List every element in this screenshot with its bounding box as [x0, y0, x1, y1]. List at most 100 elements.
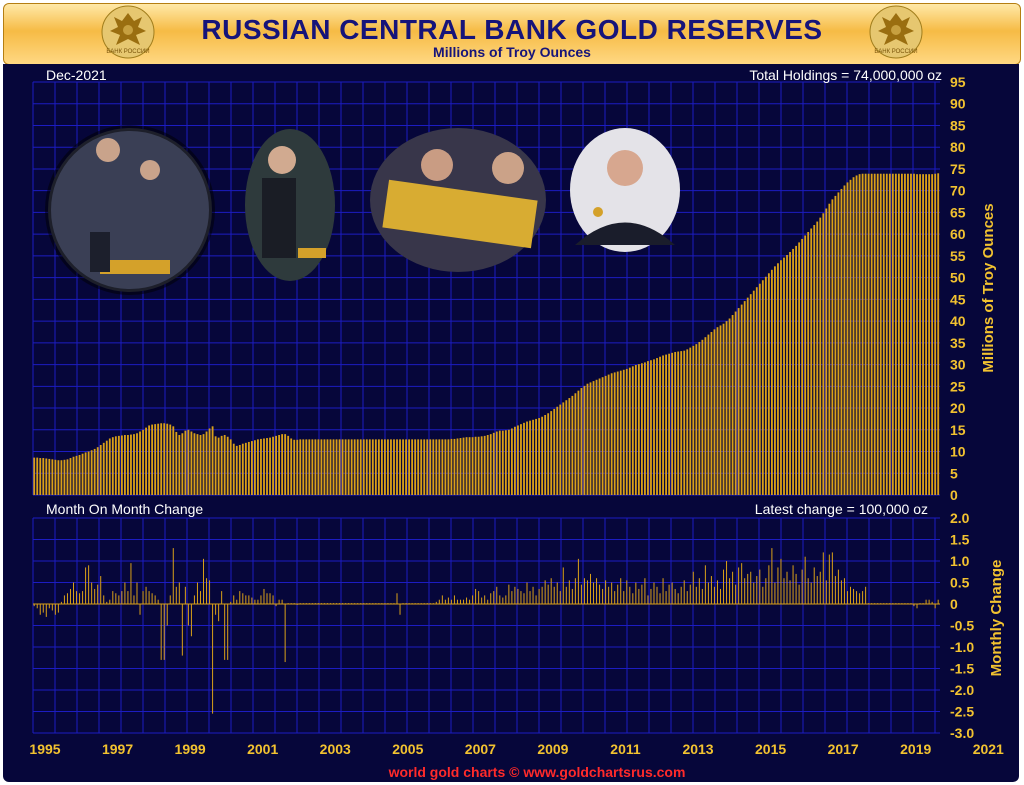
holdings-bar: [169, 424, 172, 495]
holdings-bar: [108, 438, 111, 495]
monthly-change-bar: [559, 591, 561, 604]
holdings-bar: [423, 439, 426, 495]
monthly-change-bar: [233, 595, 235, 604]
holdings-bar: [184, 430, 187, 495]
ytick-top-label: 25: [950, 378, 966, 394]
monthly-change-bar: [212, 604, 214, 714]
holdings-bar: [489, 434, 492, 495]
holdings-bar: [568, 398, 571, 495]
monthly-change-bar: [405, 603, 407, 604]
monthly-change-bar: [157, 599, 159, 604]
monthly-change-bar: [51, 604, 53, 611]
holdings-bar: [263, 438, 265, 495]
holdings-bar: [680, 351, 683, 495]
monthly-change-bar: [148, 591, 150, 604]
monthly-change-bar: [602, 588, 604, 604]
monthly-change-bar: [103, 595, 105, 604]
monthly-change-bar: [865, 586, 867, 604]
holdings-bar: [637, 364, 640, 495]
holdings-bar: [142, 429, 144, 495]
holdings-bar: [764, 276, 767, 495]
holdings-bar: [767, 273, 770, 495]
monthly-change-bar: [290, 603, 292, 604]
ytick-top-label: 65: [950, 204, 966, 220]
holdings-bar: [580, 388, 583, 495]
monthly-change-bar: [178, 582, 180, 604]
holdings-bar: [235, 445, 238, 495]
holdings-bar: [574, 393, 577, 495]
holdings-bar: [205, 431, 208, 495]
holdings-bar: [117, 435, 120, 495]
holdings-bar: [668, 353, 671, 495]
monthly-change-bar: [713, 586, 715, 604]
monthly-change-bar: [571, 588, 573, 604]
holdings-bar: [934, 173, 937, 495]
holdings-bar: [876, 173, 879, 495]
holdings-bar: [910, 173, 912, 495]
xtick-label: 1995: [29, 741, 60, 757]
monthly-change-bar: [704, 565, 706, 604]
holdings-bar: [891, 173, 894, 495]
monthly-change-bar: [342, 603, 344, 604]
ytick-top-label: 20: [950, 400, 966, 416]
monthly-change-bar: [583, 578, 585, 604]
monthly-change-bar: [774, 582, 776, 604]
holdings-bar: [510, 428, 513, 495]
monthly-change-bar: [589, 573, 591, 604]
holdings-bar: [607, 374, 610, 495]
holdings-bar: [130, 434, 132, 495]
monthly-change-bar: [254, 599, 256, 604]
monthly-change-bar: [729, 578, 731, 604]
holdings-bar: [598, 378, 601, 495]
monthly-change-bar: [701, 588, 703, 604]
monthly-change-bar: [538, 588, 540, 604]
holdings-bar: [384, 439, 386, 495]
monthly-change-bar: [381, 603, 383, 604]
holdings-bar: [659, 356, 661, 495]
holdings-bar: [111, 437, 114, 495]
holdings-bar: [650, 360, 652, 495]
holdings-bar: [238, 445, 241, 495]
monthly-change-bar: [414, 603, 416, 604]
holdings-bar: [804, 235, 807, 496]
holdings-bar: [925, 174, 928, 495]
monthly-change-bar: [326, 603, 328, 604]
holdings-bar: [347, 439, 350, 495]
holdings-bar: [801, 238, 804, 495]
monthly-change-bar: [801, 569, 803, 604]
monthly-change-bar: [60, 601, 62, 604]
holdings-bar: [102, 442, 105, 495]
bars-holdings: [33, 173, 940, 496]
monthly-change-bar: [106, 601, 108, 604]
monthly-change-bar: [411, 603, 413, 604]
holdings-bar: [60, 460, 63, 495]
holdings-bar: [477, 436, 480, 495]
monthly-change-bar: [203, 558, 205, 604]
holdings-bar: [220, 435, 223, 495]
holdings-bar: [250, 441, 253, 495]
monthly-change-bar: [710, 576, 712, 604]
date-label: Dec-2021: [46, 67, 107, 83]
holdings-bar: [462, 437, 465, 495]
holdings-bar: [861, 173, 864, 495]
monthly-change-bar: [317, 603, 319, 604]
holdings-bar: [695, 344, 698, 495]
holdings-bar: [498, 430, 501, 495]
holdings-bar: [565, 400, 568, 495]
holdings-bar: [214, 436, 217, 495]
ytick-top-label: 60: [950, 226, 966, 242]
monthly-change-bar: [73, 582, 75, 604]
monthly-change-bar: [777, 567, 779, 604]
holdings-bar: [356, 439, 359, 495]
monthly-change-bar: [193, 595, 195, 604]
holdings-bar: [928, 174, 931, 495]
monthly-change-bar: [478, 591, 480, 604]
monthly-change-bar: [889, 603, 891, 604]
holdings-bar: [305, 439, 308, 495]
monthly-change-bar: [459, 599, 461, 604]
monthly-change-bar: [100, 576, 102, 604]
monthly-change-bar: [850, 586, 851, 604]
holdings-bar: [456, 438, 459, 495]
holdings-bar: [653, 359, 655, 495]
monthly-change-bar: [541, 586, 543, 604]
